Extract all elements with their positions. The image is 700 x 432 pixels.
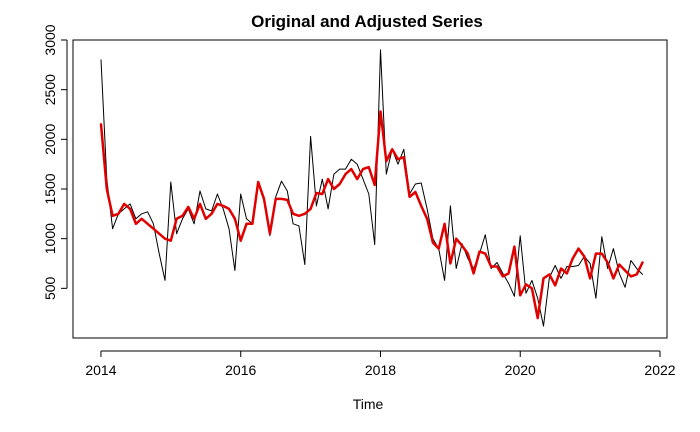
series-layer — [99, 49, 644, 327]
x-tick-label: 2014 — [85, 362, 116, 378]
y-tick-label: 2000 — [42, 124, 58, 155]
original-series-line — [100, 49, 643, 327]
y-tick-label: 1500 — [42, 173, 58, 204]
x-axis: 2014 2016 2018 2020 2022 — [85, 350, 676, 378]
x-tick-label: 2016 — [225, 362, 256, 378]
y-tick-label: 500 — [42, 276, 58, 300]
y-axis: 500 1000 1500 2000 2500 3000 — [42, 24, 68, 300]
x-tick-label: 2022 — [644, 362, 675, 378]
y-tick-label: 1000 — [42, 223, 58, 254]
adjusted-series-line — [99, 110, 644, 320]
chart-title: Original and Adjusted Series — [251, 12, 483, 31]
y-tick-label: 2500 — [42, 74, 58, 105]
x-tick-label: 2020 — [505, 362, 536, 378]
y-tick-label: 3000 — [42, 24, 58, 55]
plot-frame — [72, 39, 668, 339]
x-tick-label: 2018 — [365, 362, 396, 378]
x-axis-label: Time — [353, 396, 384, 412]
